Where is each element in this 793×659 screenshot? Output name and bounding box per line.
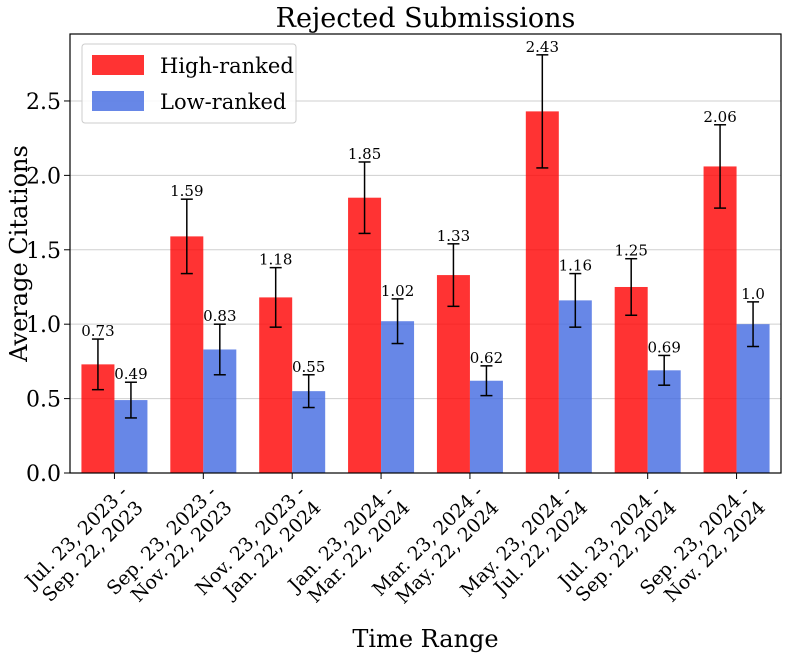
bar-low-ranked	[381, 321, 415, 473]
data-label: 2.43	[526, 38, 559, 56]
y-tick-label: 0.0	[26, 462, 61, 487]
y-tick-label: 2.0	[26, 164, 61, 189]
data-label: 0.83	[203, 307, 236, 325]
data-label: 0.49	[114, 365, 147, 383]
data-label: 0.69	[647, 338, 680, 356]
legend-swatch-high-ranked	[92, 55, 144, 75]
data-label: 0.73	[81, 322, 114, 340]
y-tick-label: 1.0	[26, 313, 61, 338]
bar-high-ranked	[614, 286, 648, 473]
data-label: 1.02	[381, 282, 414, 300]
bar-low-ranked	[736, 324, 770, 473]
data-label: 1.0	[741, 285, 765, 303]
y-tick-label: 1.5	[26, 239, 61, 264]
data-label: 0.55	[292, 358, 325, 376]
y-tick-label: 2.5	[26, 90, 61, 115]
bar-high-ranked	[170, 236, 204, 473]
legend: High-ranked Low-ranked	[81, 43, 297, 124]
data-label: 1.18	[259, 251, 292, 269]
data-label: 2.06	[703, 108, 736, 126]
bar-low-ranked	[558, 300, 592, 473]
x-axis-label: Time Range	[352, 625, 498, 653]
y-axis-label: Average Citations	[5, 145, 33, 363]
data-label: 1.25	[614, 242, 647, 260]
legend-label-low-ranked: Low-ranked	[160, 90, 286, 114]
y-axis-ticks: 0.0 0.5 1.0 1.5 2.0 2.5	[26, 90, 70, 487]
legend-label-high-ranked: High-ranked	[160, 54, 294, 78]
data-label: 1.59	[170, 182, 203, 200]
chart-title: Rejected Submissions	[276, 3, 576, 34]
bars	[81, 111, 770, 473]
y-tick-label: 0.5	[26, 388, 61, 413]
bar-high-ranked	[525, 111, 559, 473]
bar-high-ranked	[348, 197, 382, 473]
error-bars	[91, 54, 760, 419]
data-label: 1.16	[559, 257, 592, 275]
data-label: 1.33	[437, 227, 470, 245]
data-label: 0.62	[470, 349, 503, 367]
legend-swatch-low-ranked	[92, 91, 144, 111]
bar-high-ranked	[703, 166, 737, 473]
bar-high-ranked	[436, 275, 470, 473]
data-labels: 0.73 1.59 1.18 1.85 1.33 2.43 1.25 2.06 0.49 0.83…	[81, 38, 765, 383]
data-label: 1.85	[348, 145, 381, 163]
bar-low-ranked	[647, 370, 681, 473]
plot-frame	[69, 33, 782, 474]
